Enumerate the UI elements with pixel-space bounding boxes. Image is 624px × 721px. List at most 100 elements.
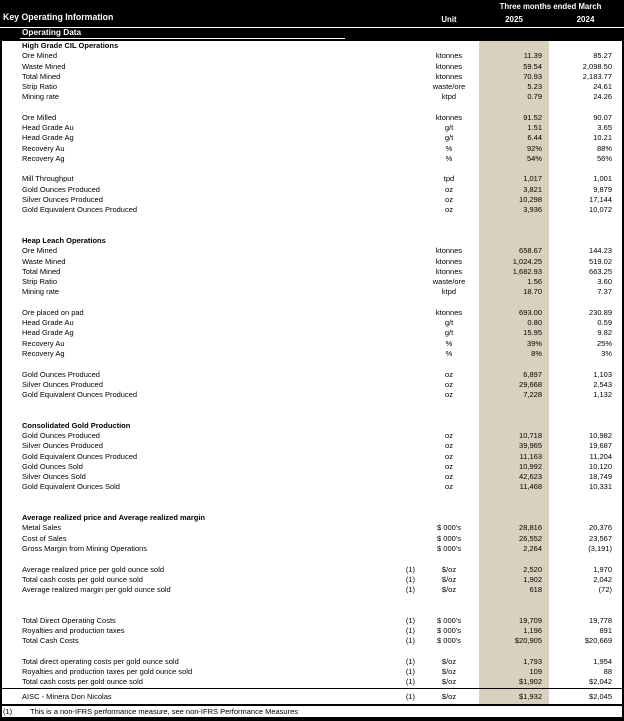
- row-note: [391, 441, 419, 451]
- row-label: [2, 606, 391, 616]
- row-label: [2, 411, 391, 421]
- year-2024-column-header: 2024: [576, 15, 595, 24]
- row-label: [2, 164, 391, 174]
- row-value-2025: [479, 359, 549, 370]
- row-label: Ore placed on pad: [22, 307, 84, 317]
- row-unit: [419, 400, 479, 410]
- row-unit: oz: [445, 431, 453, 441]
- row-label: Average realized price per gold ounce so…: [22, 564, 165, 574]
- row-value-2024: [549, 421, 622, 431]
- row-note: [391, 606, 419, 616]
- table-row: Silver Ounces Produced oz 29,668 2,543: [2, 379, 622, 391]
- row-value-2025: 1,196: [479, 626, 549, 637]
- row-unit: [419, 513, 479, 523]
- table-row: Recovery Au % 39% 25%: [2, 338, 622, 349]
- row-unit: $/oz: [441, 677, 457, 687]
- row-value-2025: [479, 225, 549, 237]
- row-label: Gold Ounces Produced: [22, 184, 100, 194]
- row-value-2024: (3,191): [588, 544, 612, 554]
- row-note: [391, 287, 419, 297]
- row-value-2024: [549, 513, 622, 523]
- row-unit: ktonnes: [435, 71, 463, 81]
- row-unit: [419, 503, 479, 513]
- row-value-2024: 3.65: [597, 123, 612, 133]
- table-row: [2, 410, 622, 421]
- row-unit: $/oz: [441, 667, 457, 677]
- row-label: Silver Ounces Produced: [22, 194, 103, 204]
- footnote: (1) This is a non-IFRS performance measu…: [2, 706, 622, 717]
- row-unit: ktonnes: [435, 246, 463, 256]
- row-note: [391, 82, 419, 92]
- row-unit: $/oz: [441, 692, 457, 701]
- row-unit: g/t: [444, 133, 454, 143]
- row-unit: [419, 226, 479, 236]
- row-label: Recovery Ag: [22, 153, 65, 163]
- row-note: [391, 298, 419, 308]
- row-unit: %: [445, 338, 453, 348]
- row-value-2025: 1.51: [479, 123, 549, 134]
- row-value-2025: 70.93: [479, 71, 549, 83]
- header-divider-line: [0, 27, 624, 28]
- row-unit: [419, 595, 479, 605]
- table-row: Gold Equivalent Ounces Produced oz 11,16…: [2, 451, 622, 462]
- row-unit: [419, 216, 479, 226]
- row-note: (1): [405, 677, 415, 687]
- table-row: Head Grade Au g/t 1.51 3.65: [2, 123, 622, 134]
- section-label: Operating Data: [22, 28, 82, 37]
- row-note: [391, 113, 419, 123]
- row-value-2024: 2,042: [593, 574, 612, 584]
- row-value-2025: 10,718: [479, 431, 549, 442]
- row-value-2025: $1,932: [479, 689, 549, 704]
- table-row: Strip Ratio waste/ore 5.23 24.61: [2, 82, 622, 93]
- row-value-2025: [479, 502, 549, 514]
- row-unit: oz: [445, 369, 453, 379]
- row-value-2024: 56%: [596, 153, 612, 163]
- row-unit: oz: [445, 472, 453, 482]
- row-label: Heap Leach Operations: [22, 236, 106, 246]
- row-value-2025: [479, 102, 549, 113]
- table-row: Royalties and production taxes (1) $ 000…: [2, 626, 622, 637]
- row-value-2024: $2,045: [589, 692, 612, 701]
- row-value-2025: 6,897: [479, 369, 549, 380]
- row-value-2024: 23,567: [589, 533, 612, 543]
- row-note: [391, 482, 419, 492]
- row-label: [2, 503, 391, 513]
- row-label: [2, 400, 391, 410]
- row-unit: oz: [445, 461, 453, 471]
- table-row: Head Grade Ag g/t 15.95 9.82: [2, 328, 622, 339]
- row-label: Consolidated Gold Production: [22, 420, 131, 430]
- row-value-2024: 230.89: [589, 307, 612, 317]
- row-value-2024: 25%: [596, 338, 612, 348]
- row-value-2025: 91.52: [479, 112, 549, 124]
- row-value-2024: [549, 411, 622, 421]
- row-label: Royalties and production taxes: [22, 626, 125, 636]
- row-note: [391, 174, 419, 184]
- row-value-2025: 54%: [479, 153, 549, 165]
- row-note: (1): [405, 626, 415, 636]
- row-label: Recovery Au: [22, 143, 65, 153]
- row-value-2025: [479, 297, 549, 308]
- row-note: [391, 308, 419, 318]
- table-row: [2, 297, 622, 308]
- row-note: (1): [405, 585, 415, 595]
- table-row: Total cash costs per gold ounce sold (1)…: [2, 677, 622, 688]
- table-row: Recovery Ag % 54% 56%: [2, 153, 622, 165]
- table-row: Ore Milled ktonnes 91.52 90.07: [2, 112, 622, 124]
- row-value-2025: [479, 646, 549, 657]
- row-note: [391, 523, 419, 533]
- row-unit: ktonnes: [435, 256, 463, 266]
- table-row: [2, 492, 622, 503]
- row-label: Average realized margin per gold ounce s…: [22, 585, 171, 595]
- row-note: (1): [405, 656, 415, 666]
- row-label: Metal Sales: [22, 523, 62, 533]
- row-value-2025: 26,552: [479, 533, 549, 545]
- row-value-2024: 19,687: [589, 441, 612, 451]
- row-unit: $ 000's: [437, 636, 461, 646]
- row-note: [391, 503, 419, 513]
- row-value-2024: 11,204: [589, 451, 612, 461]
- row-value-2024: $20,669: [584, 636, 612, 646]
- row-label: Silver Ounces Produced: [22, 441, 103, 451]
- row-value-2024: 24.26: [593, 92, 612, 102]
- table-row: Total cash costs per gold ounce sold (1)…: [2, 574, 622, 586]
- row-unit: [419, 421, 479, 431]
